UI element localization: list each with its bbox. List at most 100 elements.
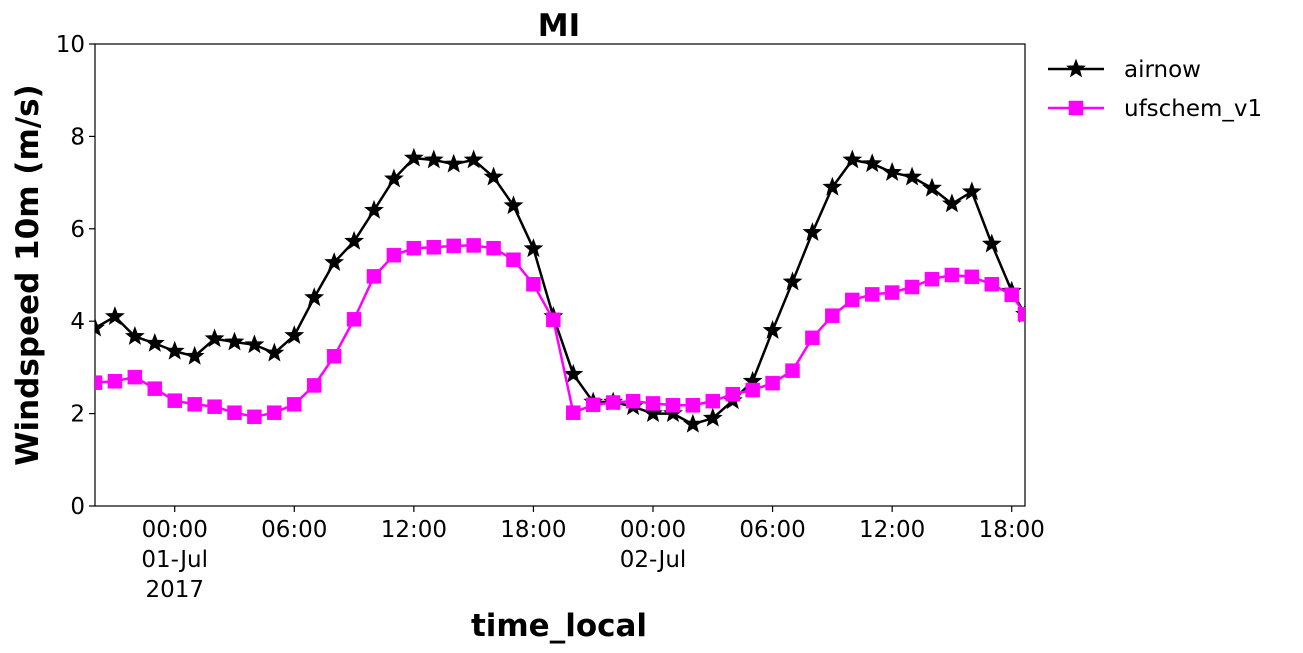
data-point-ufschem_v1 (187, 397, 202, 412)
x-tick-label: 2017 (145, 577, 204, 603)
x-tick-label: 02-Jul (620, 547, 687, 573)
data-point-ufschem_v1 (406, 240, 422, 256)
data-point-ufschem_v1 (725, 386, 740, 402)
data-point-ufschem_v1 (526, 276, 541, 292)
data-point-ufschem_v1 (466, 238, 481, 253)
data-point-ufschem_v1 (127, 369, 143, 385)
data-point-ufschem_v1 (705, 393, 721, 409)
data-point-ufschem_v1 (426, 240, 442, 255)
legend-label: airnow (1124, 57, 1201, 83)
data-point-airnow (304, 287, 325, 307)
x-tick-label: 00:00 (620, 517, 686, 543)
y-tick-label: 4 (70, 309, 85, 335)
series-airnow (95, 147, 1025, 433)
legend-item-airnow: airnow (1048, 57, 1201, 83)
data-point-ufschem_v1 (1004, 287, 1019, 303)
data-point-airnow (762, 320, 783, 339)
data-point-airnow (981, 233, 1002, 253)
data-point-airnow (882, 162, 903, 181)
y-axis: 0 2 4 6 8 10 (56, 32, 95, 520)
data-point-ufschem_v1 (904, 279, 920, 295)
data-point-airnow (284, 325, 305, 344)
data-point-airnow (563, 363, 584, 383)
data-point-ufschem_v1 (825, 308, 840, 323)
x-tick-label: 06:00 (739, 517, 805, 543)
data-point-ufschem_v1 (446, 238, 461, 254)
data-point-airnow (95, 317, 105, 337)
series-layer (95, 147, 1025, 433)
data-point-ufschem_v1 (386, 247, 402, 263)
data-point-airnow (384, 168, 404, 188)
data-point-ufschem_v1 (326, 349, 342, 364)
x-axis-label: time_local (471, 608, 647, 644)
data-point-airnow (164, 340, 185, 360)
data-point-ufschem_v1 (864, 287, 880, 302)
data-point-airnow (244, 334, 265, 354)
x-axis: 00:00 01-Jul 2017 06:00 12:00 18:00 00:00 02-Ju… (141, 506, 1045, 603)
chart-title: MI (538, 8, 580, 44)
data-point-airnow (264, 342, 285, 362)
data-point-ufschem_v1 (805, 330, 820, 346)
data-point-ufschem_v1 (506, 252, 521, 268)
data-point-airnow (204, 328, 225, 348)
data-point-airnow (105, 306, 125, 326)
data-point-ufschem_v1 (605, 395, 621, 410)
x-tick-label: 00:00 (142, 517, 208, 543)
y-tick-label: 2 (70, 402, 85, 428)
data-point-ufschem_v1 (95, 375, 103, 390)
y-tick-label: 0 (70, 494, 85, 520)
data-point-airnow (324, 252, 345, 271)
data-point-airnow (782, 271, 803, 291)
data-point-ufschem_v1 (645, 396, 661, 411)
data-point-airnow (862, 153, 883, 173)
data-point-airnow (224, 331, 245, 351)
y-tick-label: 8 (70, 124, 85, 150)
data-point-airnow (344, 230, 364, 250)
legend-marker (1066, 58, 1086, 78)
data-point-airnow (922, 177, 942, 197)
plot-frame (94, 43, 1026, 507)
data-point-ufschem_v1 (267, 405, 282, 420)
data-point-airnow (364, 199, 384, 219)
data-point-ufschem_v1 (566, 405, 581, 420)
x-tick-label: 06:00 (261, 517, 327, 543)
data-point-airnow (842, 149, 863, 169)
data-point-airnow (503, 195, 524, 215)
data-point-airnow (403, 147, 424, 167)
data-point-ufschem_v1 (207, 399, 222, 414)
legend-marker (1068, 100, 1084, 116)
data-point-airnow (423, 149, 444, 169)
data-point-ufschem_v1 (785, 363, 800, 378)
data-point-airnow (682, 413, 703, 433)
legend-label: ufschem_v1 (1124, 96, 1262, 122)
y-tick-label: 6 (70, 217, 85, 243)
series-ufschem_v1 (95, 238, 1025, 425)
legend: airnow ufschem_v1 (1048, 57, 1262, 122)
data-point-ufschem_v1 (486, 240, 501, 256)
series-line-ufschem_v1 (95, 244, 1025, 419)
data-point-ufschem_v1 (247, 409, 262, 425)
data-point-ufschem_v1 (685, 398, 701, 413)
data-point-ufschem_v1 (227, 405, 242, 420)
data-point-ufschem_v1 (366, 269, 382, 284)
y-axis-label: Windspeed 10m (m/s) (10, 84, 46, 465)
data-point-ufschem_v1 (346, 312, 362, 327)
data-point-airnow (184, 345, 205, 365)
x-tick-label: 18:00 (500, 517, 566, 543)
data-point-ufschem_v1 (167, 393, 182, 408)
x-tick-label: 12:00 (381, 517, 447, 543)
data-point-ufschem_v1 (306, 378, 322, 393)
data-point-ufschem_v1 (944, 267, 960, 283)
data-point-ufschem_v1 (745, 382, 760, 398)
data-point-airnow (144, 332, 165, 352)
data-point-ufschem_v1 (964, 269, 980, 285)
data-point-ufschem_v1 (546, 312, 561, 328)
data-point-airnow (702, 407, 723, 427)
data-point-airnow (942, 193, 962, 213)
x-tick-label: 12:00 (859, 517, 925, 543)
data-point-airnow (124, 326, 145, 345)
data-point-ufschem_v1 (107, 374, 123, 389)
data-point-ufschem_v1 (287, 397, 302, 412)
data-point-airnow (961, 181, 982, 201)
